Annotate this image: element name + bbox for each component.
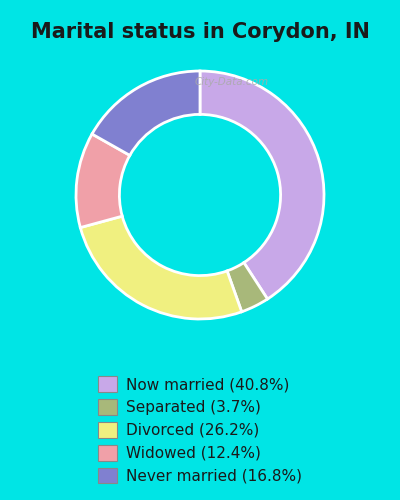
Wedge shape <box>80 216 242 319</box>
Text: City-Data.com: City-Data.com <box>194 77 268 87</box>
Legend: Now married (40.8%), Separated (3.7%), Divorced (26.2%), Widowed (12.4%), Never : Now married (40.8%), Separated (3.7%), D… <box>91 368 309 492</box>
Wedge shape <box>200 71 324 299</box>
Wedge shape <box>227 262 268 312</box>
Text: Marital status in Corydon, IN: Marital status in Corydon, IN <box>30 22 370 42</box>
Wedge shape <box>92 71 200 156</box>
Wedge shape <box>76 134 130 228</box>
